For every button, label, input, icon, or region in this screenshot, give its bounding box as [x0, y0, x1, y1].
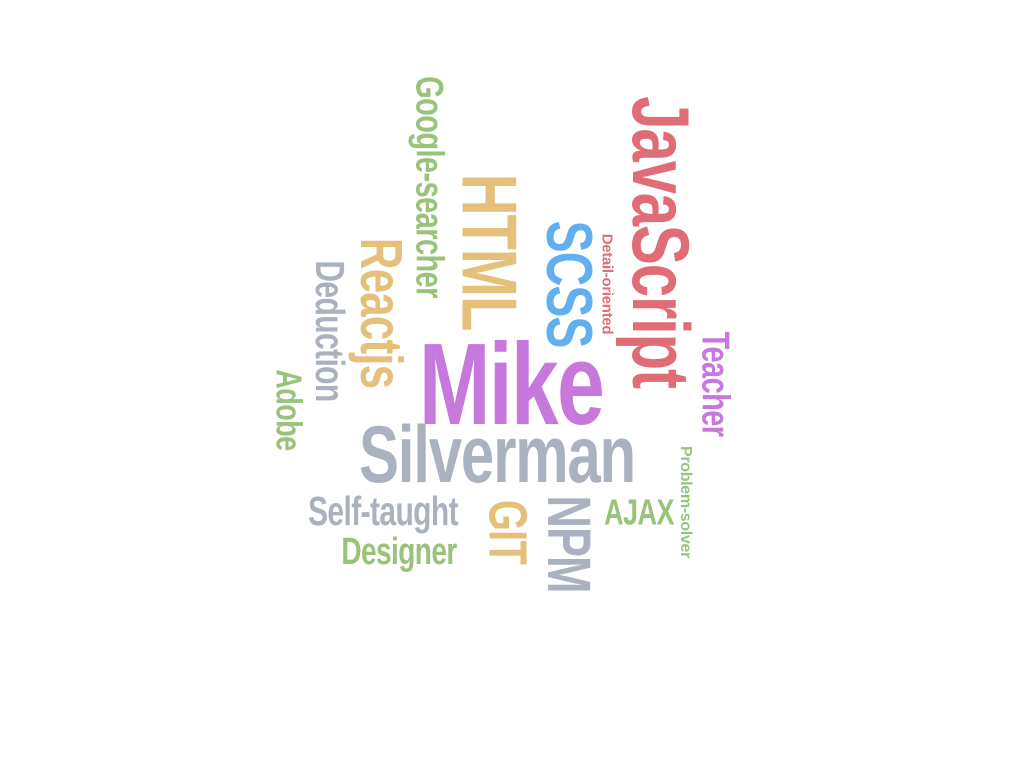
word-npm: NPM [534, 495, 604, 593]
word-silverman: Silverman [358, 409, 636, 500]
word-deduction: Deduction [306, 260, 351, 402]
word-html: HTML [444, 173, 533, 331]
word-problem-solver: Problem-solver [677, 445, 694, 559]
word-teacher: Teacher [693, 331, 737, 437]
word-detail-oriented: Detail-oriented [598, 233, 616, 335]
word-adobe: Adobe [268, 369, 309, 451]
word-ajax: AJAX [604, 492, 674, 533]
word-google-searcher: Google-searcher [407, 76, 451, 298]
word-git: GIT [477, 499, 537, 565]
word-mike: Mike [418, 320, 605, 450]
word-self-taught: Self-taught [307, 490, 459, 535]
word-reactjs: Reactjs [347, 237, 414, 389]
word-designer: Designer [341, 530, 457, 573]
word-javascript: JavaScript [615, 96, 706, 388]
